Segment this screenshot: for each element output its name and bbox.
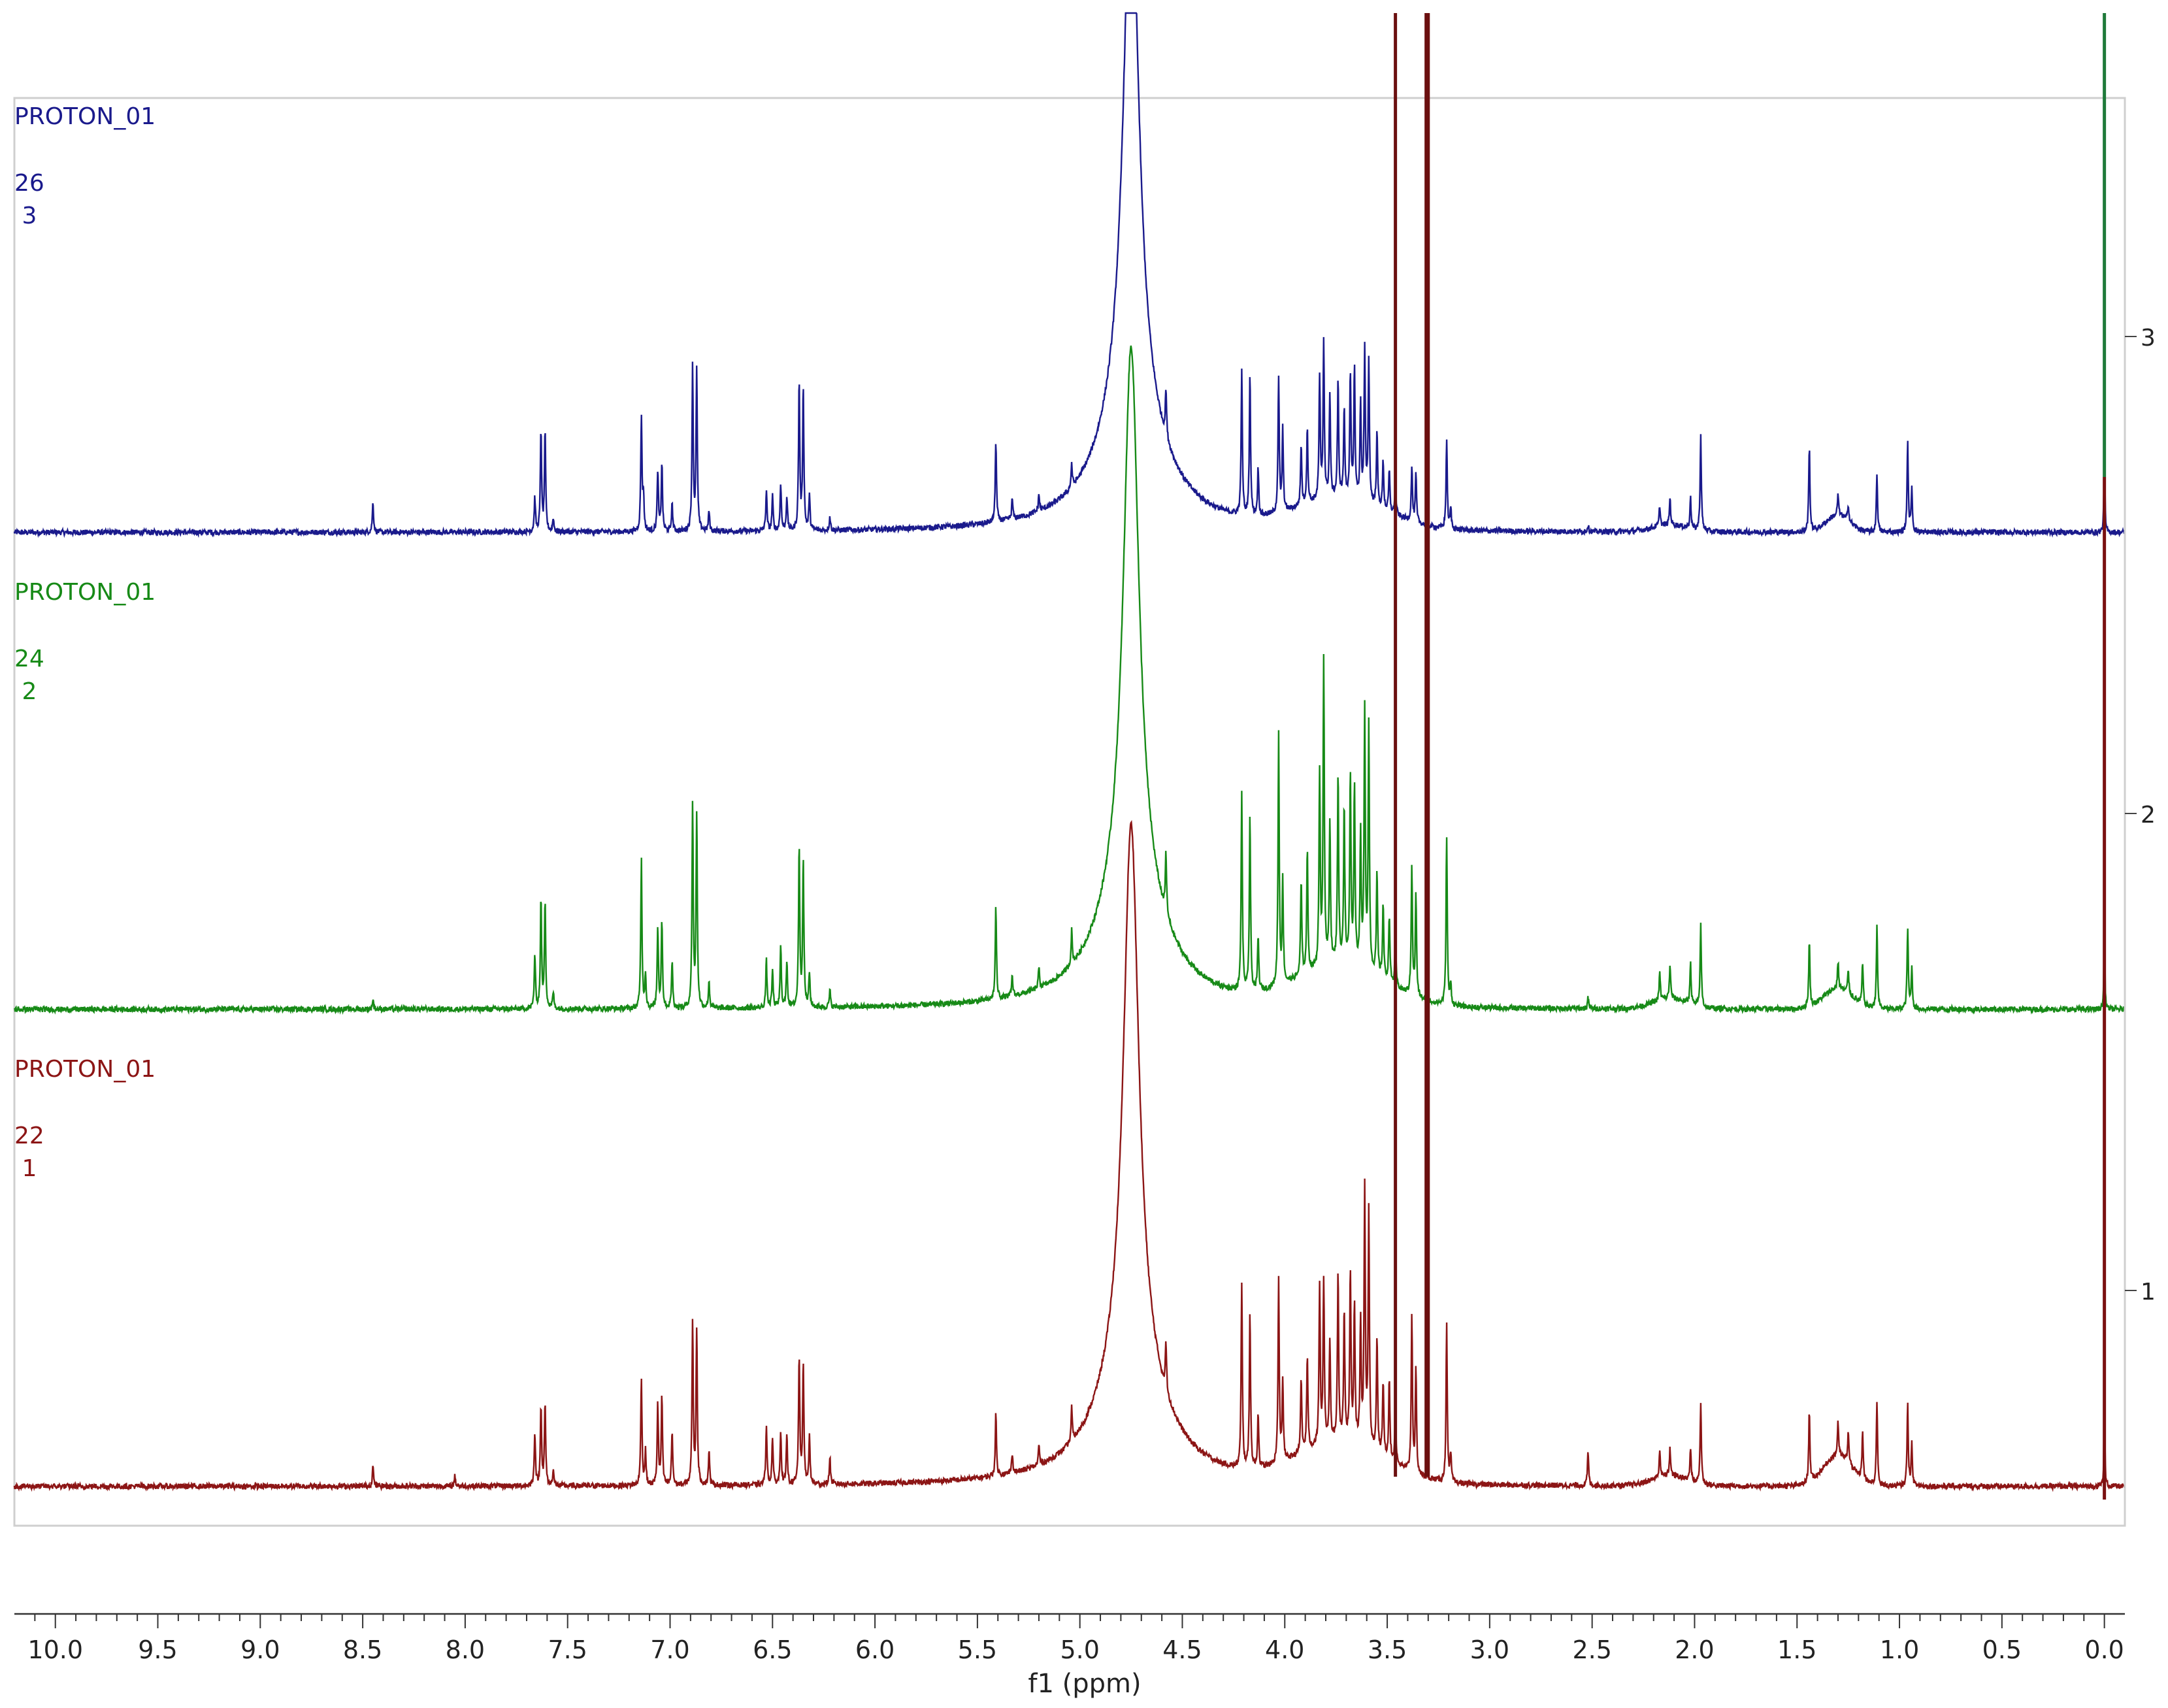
x-tick-label: 4.5 xyxy=(1162,1635,1202,1664)
right-tick-label: 3 xyxy=(2141,325,2156,352)
x-tick-label: 9.5 xyxy=(138,1635,177,1664)
spectrum-trace-1 xyxy=(13,819,2126,1492)
x-axis: 10.0 9.5 9.0 8.5 8.0 7.5 7.0 6.5 6.0 5.5 5.0 4.5 4.0… xyxy=(14,1613,2125,1664)
legend-line3: 2 xyxy=(14,678,37,705)
legend-line3: 3 xyxy=(14,203,37,229)
x-axis-label: f1 (ppm) xyxy=(1028,1669,1141,1699)
legends-group: PROTON_01 26 3 PROTON_01 24 2 PROTON_01 22 1 xyxy=(14,103,156,1182)
legend-trace-3: PROTON_01 26 3 xyxy=(14,103,156,229)
x-tick-label: 7.5 xyxy=(548,1635,587,1664)
x-tick-label: 2.0 xyxy=(1675,1635,1714,1664)
legend-line2: 26 xyxy=(14,170,44,197)
legend-name: PROTON_01 xyxy=(14,579,156,606)
x-tick-label: 1.0 xyxy=(1880,1635,1919,1664)
right-tick-label: 1 xyxy=(2141,1279,2156,1306)
x-tick-label: 10.0 xyxy=(27,1635,83,1664)
x-tick-label: 0.0 xyxy=(2084,1635,2124,1664)
x-tick-label: 5.5 xyxy=(958,1635,997,1664)
x-tick-label: 7.0 xyxy=(650,1635,689,1664)
legend-trace-1: PROTON_01 22 1 xyxy=(14,1056,156,1182)
legend-trace-2: PROTON_01 24 2 xyxy=(14,579,156,705)
x-tick-label: 4.0 xyxy=(1265,1635,1304,1664)
x-tick-label: 2.5 xyxy=(1572,1635,1611,1664)
legend-line2: 24 xyxy=(14,646,44,672)
right-index-axis: 3 2 1 xyxy=(2124,98,2156,1526)
x-tick-label: 9.0 xyxy=(240,1635,280,1664)
legend-name: PROTON_01 xyxy=(14,103,156,130)
plot-frame xyxy=(13,97,2126,1527)
spectrum-trace-3 xyxy=(13,12,2126,538)
spectrum-trace-2 xyxy=(14,345,2126,1015)
traces-group xyxy=(13,12,2126,1492)
legend-name: PROTON_01 xyxy=(14,1056,156,1083)
legend-line3: 1 xyxy=(14,1155,37,1182)
x-tick-label: 5.0 xyxy=(1060,1635,1099,1664)
legend-line2: 22 xyxy=(14,1123,44,1149)
x-tick-label: 3.5 xyxy=(1368,1635,1407,1664)
x-tick-label: 0.5 xyxy=(1982,1635,2022,1664)
right-tick-label: 2 xyxy=(2141,802,2156,829)
x-tick-label: 6.0 xyxy=(855,1635,895,1664)
x-tick-label: 1.5 xyxy=(1777,1635,1816,1664)
x-tick-label: 3.0 xyxy=(1470,1635,1509,1664)
x-tick-label: 8.5 xyxy=(343,1635,382,1664)
x-tick-label: 8.0 xyxy=(446,1635,485,1664)
x-tick-label: 6.5 xyxy=(753,1635,792,1664)
overlay-lines-group xyxy=(1394,13,2107,1500)
